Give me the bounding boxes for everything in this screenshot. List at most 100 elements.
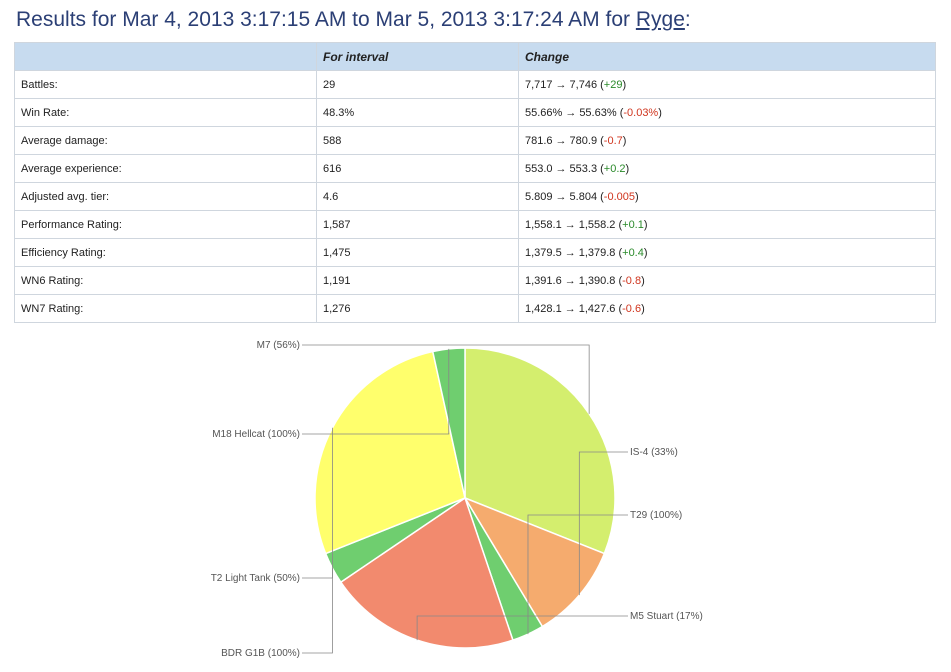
change-to: 780.9 bbox=[569, 134, 598, 147]
title-for-word: for bbox=[599, 8, 636, 31]
change-delta: (-0.8) bbox=[618, 274, 645, 287]
pie-slice bbox=[463, 496, 606, 628]
right-arrow-icon: → bbox=[555, 134, 567, 147]
pie-slice-label: IS-4 (33%) bbox=[630, 447, 678, 458]
table-row: Efficiency Rating: 1,475 1,379.5 → 1,379.8 (… bbox=[14, 238, 936, 267]
pie-label-leader-line bbox=[578, 451, 628, 596]
interval-value: 1,587 bbox=[316, 210, 519, 239]
change-cell: 1,428.1 → 1,427.6 (-0.6) bbox=[518, 294, 936, 323]
change-to: 553.3 bbox=[569, 162, 598, 175]
column-header-interval: For interval bbox=[316, 42, 519, 71]
change-to: 1,427.6 bbox=[578, 302, 616, 315]
title-from-date: Mar 4, 2013 3:17:15 AM bbox=[122, 8, 347, 31]
stat-label: Battles: bbox=[14, 70, 317, 99]
change-to: 1,390.8 bbox=[578, 274, 616, 287]
change-cell: 5.809 → 5.804 (-0.005) bbox=[518, 182, 936, 211]
stat-label: Average damage: bbox=[14, 126, 317, 155]
pie-label-leader-line bbox=[416, 615, 628, 641]
pie-slice-label: M7 (56%) bbox=[257, 340, 300, 351]
change-delta: (-0.005) bbox=[600, 190, 639, 203]
stats-table: For interval Change Battles: 29 7,717 → 7,74… bbox=[14, 42, 936, 323]
change-delta: (-0.6) bbox=[618, 302, 645, 315]
change-to: 55.63% bbox=[579, 106, 617, 119]
change-cell: 781.6 → 780.9 (-0.7) bbox=[518, 126, 936, 155]
right-arrow-icon: → bbox=[564, 246, 576, 259]
stat-label: WN7 Rating: bbox=[14, 294, 317, 323]
pie-slice-label: BDR G1B (100%) bbox=[221, 648, 300, 659]
pie-label-leader-line bbox=[302, 348, 450, 435]
table-row: WN6 Rating: 1,191 1,391.6 → 1,390.8 (-0.8) bbox=[14, 266, 936, 295]
title-suffix: : bbox=[684, 8, 691, 31]
table-row: Adjusted avg. tier: 4.6 5.809 → 5.804 (-0.00… bbox=[14, 182, 936, 211]
tank-battles-pie-chart: M7 (56%) IS-4 (33%) T29 (100%) M5 Stuart (1… bbox=[211, 340, 703, 659]
change-cell: 553.0 → 553.3 (+0.2) bbox=[518, 154, 936, 183]
stat-label: Efficiency Rating: bbox=[14, 238, 317, 267]
change-delta: (-0.7) bbox=[600, 134, 627, 147]
interval-value: 48.3% bbox=[316, 98, 519, 127]
delta-value: -0.6 bbox=[622, 302, 642, 315]
stat-label: WN6 Rating: bbox=[14, 266, 317, 295]
change-from: 1,391.6 bbox=[525, 274, 562, 287]
stat-label: Win Rate: bbox=[14, 98, 317, 127]
stat-label: Average experience: bbox=[14, 154, 317, 183]
right-arrow-icon: → bbox=[555, 190, 567, 203]
title-prefix: Results for bbox=[16, 8, 123, 31]
change-to: 1,558.2 bbox=[578, 218, 616, 231]
delta-value: +0.4 bbox=[622, 246, 644, 259]
change-delta: (+0.1) bbox=[618, 218, 648, 231]
table-header-row: For interval Change bbox=[14, 42, 936, 71]
change-from: 553.0 bbox=[525, 162, 553, 175]
change-from: 781.6 bbox=[525, 134, 553, 147]
delta-value: +0.2 bbox=[603, 162, 626, 175]
change-delta: (+0.4) bbox=[618, 246, 648, 259]
stat-label: Adjusted avg. tier: bbox=[14, 182, 317, 211]
change-to: 5.804 bbox=[569, 190, 598, 203]
right-arrow-icon: → bbox=[564, 218, 576, 231]
delta-value: -0.7 bbox=[603, 134, 623, 147]
title-to-date: Mar 5, 2013 3:17:24 AM bbox=[375, 8, 600, 31]
change-from: 1,379.5 bbox=[525, 246, 562, 259]
change-to: 7,746 bbox=[569, 78, 598, 91]
right-arrow-icon: → bbox=[564, 274, 576, 287]
pie-label-leader-line bbox=[527, 514, 628, 635]
pie-slice-label: M5 Stuart (17%) bbox=[630, 611, 703, 622]
column-header-label bbox=[14, 42, 317, 71]
interval-value: 29 bbox=[316, 70, 519, 99]
pie-slice bbox=[464, 347, 616, 555]
pie-slice-label: T2 Light Tank (50%) bbox=[211, 573, 300, 584]
interval-value: 1,475 bbox=[316, 238, 519, 267]
change-from: 7,717 bbox=[525, 78, 553, 91]
interval-value: 616 bbox=[316, 154, 519, 183]
change-delta: (+0.2) bbox=[600, 162, 630, 175]
table-row: Average damage: 588 781.6 → 780.9 (-0.7) bbox=[14, 126, 936, 155]
change-cell: 55.66% → 55.63% (-0.03%) bbox=[518, 98, 936, 127]
delta-value: -0.03% bbox=[623, 106, 659, 119]
interval-value: 1,191 bbox=[316, 266, 519, 295]
pie-label-leader-line bbox=[302, 344, 590, 414]
change-cell: 1,391.6 → 1,390.8 (-0.8) bbox=[518, 266, 936, 295]
change-from: 1,428.1 bbox=[525, 302, 562, 315]
change-cell: 7,717 → 7,746 (+29) bbox=[518, 70, 936, 99]
change-cell: 1,379.5 → 1,379.8 (+0.4) bbox=[518, 238, 936, 267]
change-from: 1,558.1 bbox=[525, 218, 562, 231]
table-row: Battles: 29 7,717 → 7,746 (+29) bbox=[14, 70, 936, 99]
change-from: 5.809 bbox=[525, 190, 553, 203]
interval-value: 1,276 bbox=[316, 294, 519, 323]
change-to: 1,379.8 bbox=[578, 246, 616, 259]
page-title: Results for Mar 4, 2013 3:17:15 AM to Ma… bbox=[16, 8, 691, 32]
change-cell: 1,558.1 → 1,558.2 (+0.1) bbox=[518, 210, 936, 239]
change-delta: (+29) bbox=[600, 78, 627, 91]
right-arrow-icon: → bbox=[555, 78, 567, 91]
pie-slice-label: M18 Hellcat (100%) bbox=[212, 429, 300, 440]
right-arrow-icon: → bbox=[564, 302, 576, 315]
delta-value: -0.005 bbox=[603, 190, 635, 203]
column-header-change: Change bbox=[518, 42, 936, 71]
interval-value: 588 bbox=[316, 126, 519, 155]
table-row: Performance Rating: 1,587 1,558.1 → 1,558.2 … bbox=[14, 210, 936, 239]
title-to-word: to bbox=[346, 8, 376, 31]
pie-slice-label: T29 (100%) bbox=[630, 510, 682, 521]
delta-value: +0.1 bbox=[622, 218, 644, 231]
delta-value: -0.8 bbox=[622, 274, 642, 287]
player-name-link[interactable]: Ryge bbox=[635, 8, 685, 31]
change-delta: (-0.03%) bbox=[619, 106, 662, 119]
